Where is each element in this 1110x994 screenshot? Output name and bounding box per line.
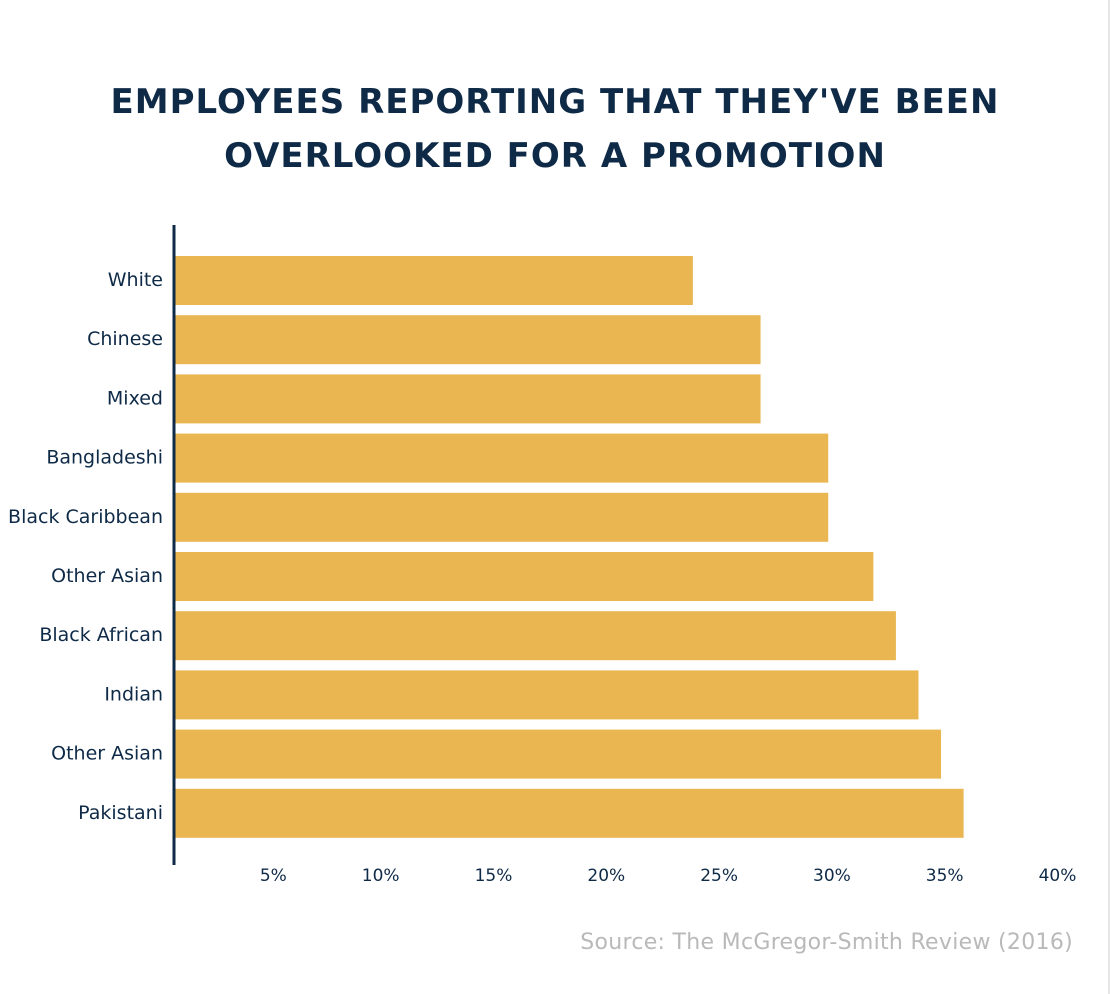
category-label: Indian <box>104 683 163 705</box>
bar-other-asian <box>174 552 874 601</box>
right-edge-line <box>1108 0 1110 994</box>
bar-black-caribbean <box>174 492 829 542</box>
bar-chinese <box>174 315 761 365</box>
bars-group <box>174 256 964 838</box>
bar-pakistani <box>174 788 964 838</box>
chart-title: EMPLOYEES REPORTING THAT THEY'VE BEEN OV… <box>0 75 1110 183</box>
category-label: White <box>108 269 163 291</box>
chart-title-line-2: OVERLOOKED FOR A PROMOTION <box>224 135 886 176</box>
x-tick-label: 5% <box>260 866 287 886</box>
category-label: Other Asian <box>51 743 163 765</box>
source-note: Source: The McGregor-Smith Review (2016) <box>580 930 1073 955</box>
category-label: Black Caribbean <box>8 506 163 528</box>
x-tick-label: 35% <box>926 866 964 886</box>
category-labels-group: White Chinese Mixed Bangladeshi Black Caribb… <box>8 269 163 824</box>
category-label: Mixed <box>107 387 163 409</box>
x-tick-label: 40% <box>1039 866 1077 886</box>
x-tick-label: 15% <box>475 866 513 886</box>
category-label: Other Asian <box>51 565 163 587</box>
category-label: Pakistani <box>78 802 163 824</box>
bar-bangladeshi <box>174 433 829 483</box>
bar-other-asian <box>174 729 942 779</box>
x-tick-label: 25% <box>700 866 738 886</box>
bar-indian <box>174 670 919 720</box>
category-label: Black African <box>39 624 163 646</box>
x-tick-labels-group: 5% 10% 15% 20% 25% 30% 35% 40% <box>260 866 1077 886</box>
x-tick-label: 10% <box>362 866 400 886</box>
bar-mixed <box>174 374 761 424</box>
bar-black-african <box>174 611 896 661</box>
category-label: Chinese <box>87 328 163 350</box>
chart-title-line-1: EMPLOYEES REPORTING THAT THEY'VE BEEN <box>110 81 1000 122</box>
bar-white <box>174 256 693 305</box>
x-tick-label: 30% <box>813 866 851 886</box>
category-label: Bangladeshi <box>46 447 163 469</box>
x-tick-label: 20% <box>587 866 625 886</box>
